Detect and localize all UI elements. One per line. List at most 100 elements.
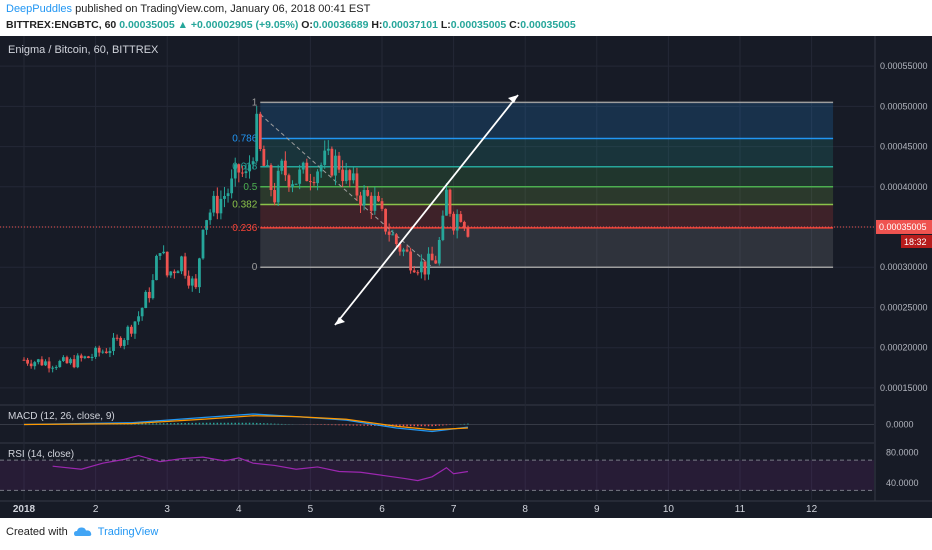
rsi-tick-label: 80.0000 (886, 448, 919, 458)
price-tick-label: 0.00030000 (880, 262, 928, 272)
candle-body (219, 198, 223, 214)
last-price-tag (876, 219, 932, 234)
candle-body (140, 308, 144, 317)
macd-pane-title: MACD (12, 26, close, 9) (8, 411, 115, 422)
fib-level-label: 1 (252, 97, 258, 108)
candle-body (144, 291, 148, 309)
candle-body (391, 234, 395, 236)
candle-body (90, 356, 94, 359)
candle-body (455, 214, 459, 231)
candle-body (248, 164, 251, 172)
price-tick-label: 0.00015000 (880, 383, 928, 393)
candle-body (79, 355, 83, 359)
fib-zone (260, 102, 834, 139)
candle-body (240, 172, 244, 174)
candle-body (87, 356, 90, 359)
candle-body (51, 367, 55, 369)
candle-body (22, 359, 26, 361)
candle-body (226, 193, 230, 197)
candle-body (47, 361, 51, 369)
publish-text: published on TradingView.com, January 06… (75, 3, 371, 15)
candle-body (76, 355, 80, 368)
price-tick-label: 0.00055000 (880, 61, 928, 71)
candle-body (405, 249, 409, 252)
candle-body (273, 190, 276, 203)
candle-body (445, 189, 448, 216)
time-tick-label: 2 (93, 504, 99, 515)
time-tick-label: 7 (451, 504, 457, 515)
candle-body (33, 362, 37, 367)
candle-body (266, 165, 269, 167)
candle-body (416, 272, 420, 274)
price-tick-label: 0.00045000 (880, 142, 928, 152)
created-with-label: Created with (6, 526, 68, 538)
candle-body (251, 161, 255, 165)
candle-body (119, 337, 123, 346)
time-tick-label: 8 (522, 504, 528, 515)
candle-body (176, 271, 180, 274)
candle-body (230, 178, 234, 194)
fib-zone (260, 227, 834, 268)
price-tick-label: 0.00020000 (880, 343, 928, 353)
candle-body (65, 357, 69, 364)
candle-body (384, 208, 387, 232)
macd-tick-label: 0.0000 (886, 420, 914, 430)
candle-body (298, 169, 302, 184)
candle-body (115, 337, 119, 339)
high-label: H: (371, 19, 383, 31)
candle-body (280, 160, 284, 171)
candle-body (155, 255, 158, 281)
candle-body (330, 148, 334, 176)
time-tick-label: 12 (806, 504, 818, 515)
open-value: 0.00036689 (312, 19, 369, 31)
fib-level-label: 0.618 (232, 162, 257, 173)
candle-body (208, 212, 212, 221)
price-tick-label: 0.00050000 (880, 101, 928, 111)
countdown-tag (901, 234, 932, 248)
candle-body (326, 148, 330, 151)
candle-body (183, 256, 187, 276)
candle-body (283, 160, 287, 176)
candle-body (459, 214, 463, 222)
candle-body (301, 162, 305, 170)
candle-body (452, 213, 455, 231)
candle-body (398, 244, 402, 252)
candle-body (180, 256, 183, 272)
candle-body (94, 347, 97, 357)
candle-body (437, 239, 441, 264)
author-link[interactable]: DeepPuddles (6, 3, 73, 15)
chart-canvas[interactable]: 2018 2 3 4 5 6 7 8 9 10 11 120.000550000.000500000.… (0, 36, 932, 518)
candle-body (122, 340, 126, 346)
arrow-head-down-icon (335, 317, 345, 325)
time-tick-label: 4 (236, 504, 242, 515)
chart-area[interactable]: 2018 2 3 4 5 6 7 8 9 10 11 12 0.00055000 0.00050000 0.… (0, 36, 932, 518)
candle-body (29, 363, 33, 367)
tradingview-brand[interactable]: TradingView (97, 526, 159, 538)
candle-body (72, 359, 76, 368)
candle-body (362, 190, 366, 206)
candle-body (255, 113, 259, 162)
candle-body (287, 175, 291, 188)
candle-body (215, 195, 219, 214)
candle-body (402, 249, 405, 252)
candle-body (187, 275, 191, 286)
candle-body (319, 164, 323, 172)
candle-body (337, 155, 341, 170)
candle-body (412, 270, 416, 273)
candle-body (212, 195, 216, 213)
fib-level-label: 0.382 (232, 199, 257, 210)
time-tick-label: 2018 (13, 504, 36, 515)
arrow-head-up-icon (508, 95, 518, 103)
candle-body (58, 360, 62, 368)
fib-level-label: 0.236 (232, 223, 257, 234)
candle-body (427, 253, 430, 275)
candle-body (369, 195, 373, 211)
rsi-band-fill (0, 460, 874, 491)
low-label: L: (440, 19, 451, 31)
candle-body (147, 291, 151, 299)
candle-body (291, 184, 294, 188)
candle-body (387, 231, 391, 235)
candle-body (233, 164, 237, 179)
candle-body (54, 367, 58, 369)
close-value: 0.00035005 (520, 19, 576, 31)
